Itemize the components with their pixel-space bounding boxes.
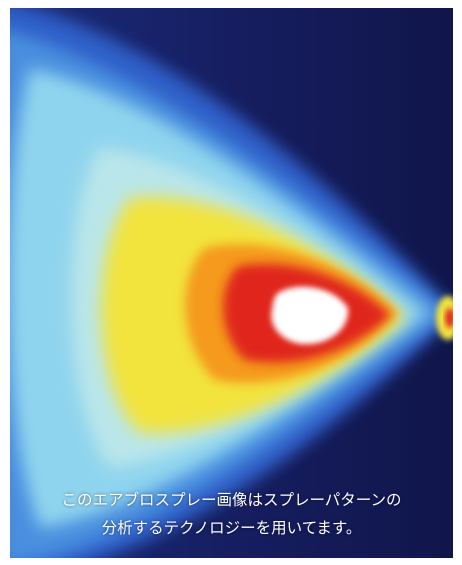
plume-core	[271, 286, 349, 345]
nozzle-glow-inner	[445, 308, 453, 328]
caption-line-2: 分析するテクノロジーを用いてます。	[101, 519, 362, 537]
spray-pattern-image: このエアブロスプレー画像はスプレーパターンの 分析するテクノロジーを用いてます。	[10, 8, 453, 558]
spray-heatmap	[10, 8, 453, 558]
caption-line-1: このエアブロスプレー画像はスプレーパターンの	[61, 491, 402, 509]
image-caption: このエアブロスプレー画像はスプレーパターンの 分析するテクノロジーを用いてます。	[10, 486, 453, 542]
nozzle-glow-outer	[436, 296, 453, 340]
